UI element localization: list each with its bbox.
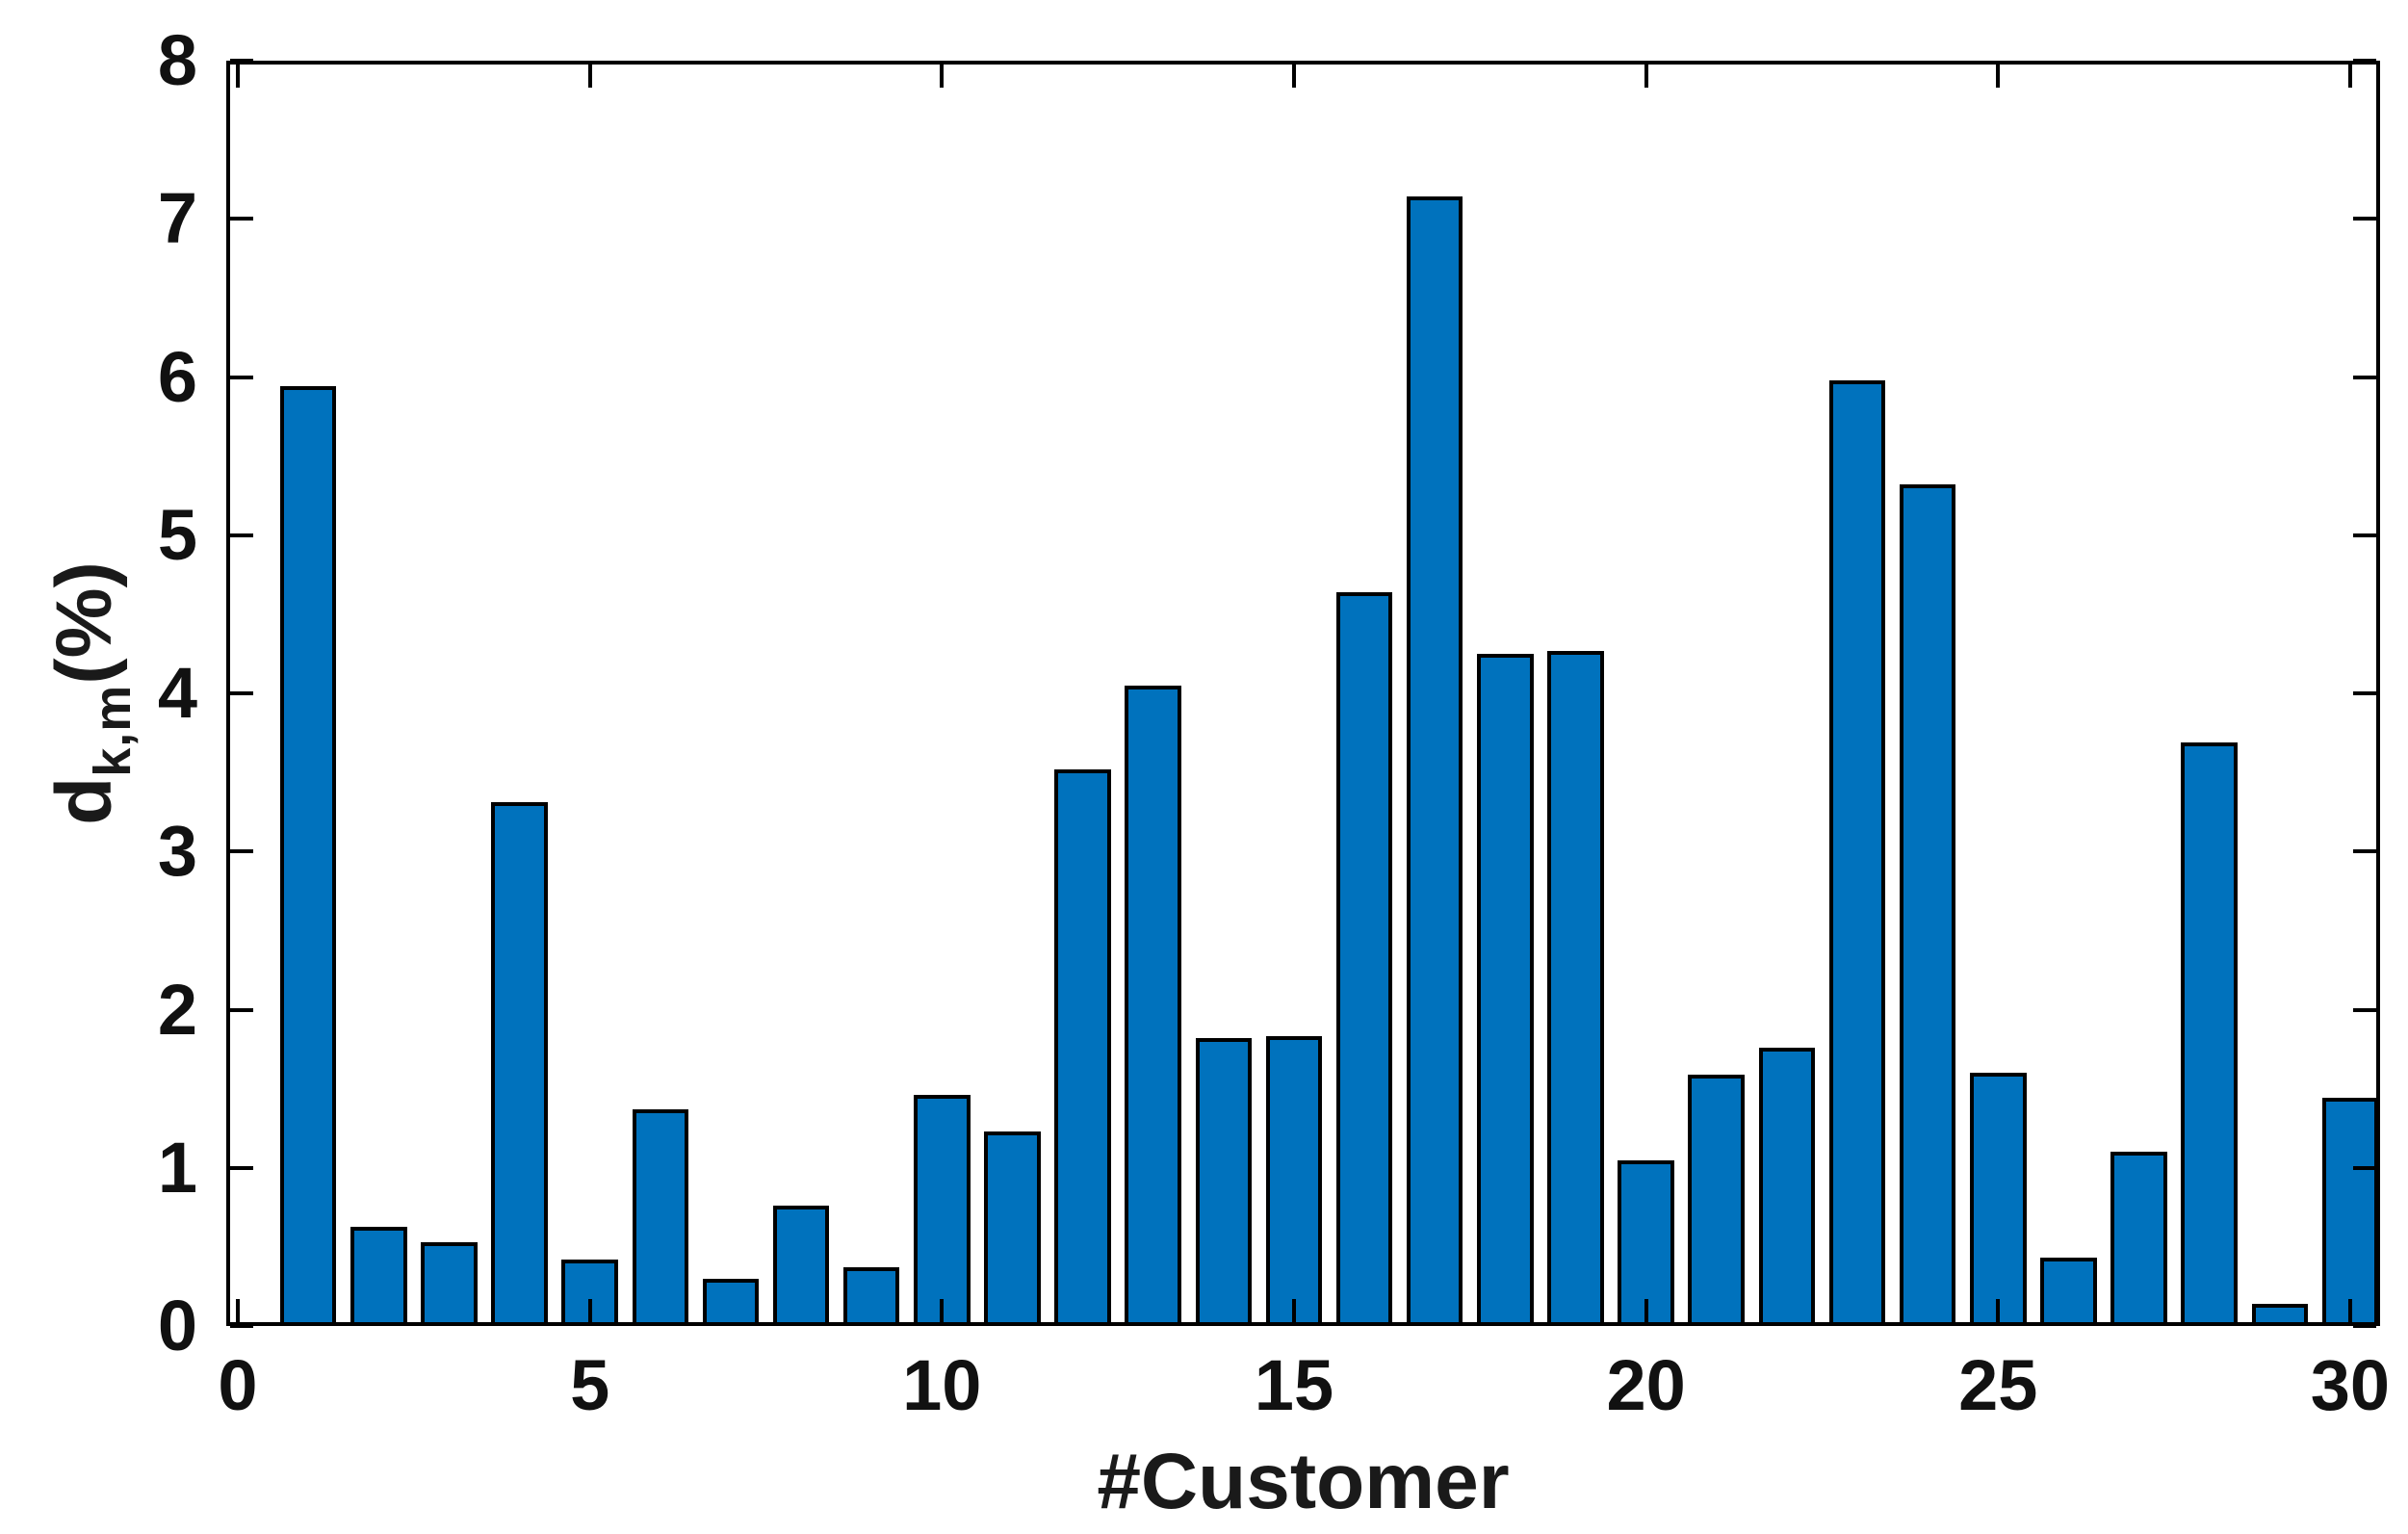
- x-tick-top-10: [940, 65, 945, 88]
- x-tick-top-5: [587, 65, 592, 88]
- x-tick-label-15: 15: [1254, 1345, 1334, 1425]
- bar-customer-10: [914, 1095, 971, 1326]
- bar-customer-8: [772, 1206, 830, 1326]
- bar-customer-3: [421, 1241, 478, 1326]
- y-tick-left-4: [230, 691, 253, 695]
- y-tick-left-0: [230, 1324, 253, 1328]
- bar-customer-21: [1688, 1074, 1745, 1326]
- y-tick-left-1: [230, 1165, 253, 1170]
- x-tick-top-25: [1996, 65, 2001, 88]
- y-tick-left-5: [230, 533, 253, 537]
- y-tick-label-5: 5: [157, 494, 197, 575]
- y-tick-label-6: 6: [157, 336, 197, 417]
- bar-customer-27: [2110, 1152, 2167, 1326]
- bar-customer-30: [2321, 1098, 2379, 1326]
- x-tick-top-20: [1644, 65, 1648, 88]
- y-tick-right-4: [2353, 691, 2376, 695]
- y-tick-left-2: [230, 1007, 253, 1012]
- x-tick-top-15: [1291, 65, 1296, 88]
- bar-customer-29: [2251, 1304, 2309, 1326]
- bar-customer-25: [1970, 1073, 2027, 1326]
- y-tick-left-3: [230, 849, 253, 854]
- bar-customer-22: [1758, 1047, 1816, 1326]
- x-tick-label-20: 20: [1606, 1345, 1686, 1425]
- y-axis-label-base: d: [40, 776, 128, 825]
- x-tick-bottom-5: [587, 1299, 592, 1322]
- x-axis-label: #Customer: [1097, 1438, 1510, 1525]
- x-tick-bottom-30: [2347, 1299, 2352, 1322]
- bar-customer-12: [1054, 768, 1111, 1326]
- y-tick-left-8: [230, 59, 253, 63]
- y-axis-label: dk,m(%): [39, 561, 142, 825]
- y-tick-right-3: [2353, 849, 2376, 854]
- x-tick-top-0: [235, 65, 240, 88]
- y-tick-left-7: [230, 217, 253, 221]
- y-tick-label-2: 2: [157, 969, 197, 1050]
- bar-customer-7: [702, 1278, 760, 1326]
- y-tick-right-8: [2353, 59, 2376, 63]
- x-tick-label-25: 25: [1958, 1345, 2038, 1425]
- bar-customer-23: [1828, 379, 1886, 1326]
- bar-customer-16: [1335, 591, 1393, 1326]
- bar-customer-17: [1406, 196, 1463, 1326]
- y-tick-right-1: [2353, 1165, 2376, 1170]
- bar-customer-14: [1195, 1038, 1253, 1326]
- y-axis-label-suffix: (%): [40, 561, 128, 685]
- x-tick-top-30: [2347, 65, 2352, 88]
- y-tick-label-4: 4: [157, 653, 197, 733]
- y-tick-right-7: [2353, 217, 2376, 221]
- bar-customer-24: [1899, 484, 1956, 1326]
- bar-customer-19: [1547, 650, 1604, 1326]
- bar-customer-11: [984, 1131, 1041, 1326]
- bar-customer-9: [842, 1267, 900, 1326]
- bar-customer-1: [279, 386, 337, 1326]
- y-tick-left-6: [230, 375, 253, 379]
- y-axis-label-subscript: k,m: [84, 684, 142, 777]
- bar-customer-26: [2040, 1258, 2097, 1326]
- bar-customer-6: [632, 1108, 689, 1326]
- x-tick-label-0: 0: [218, 1345, 258, 1425]
- bar-customer-28: [2181, 741, 2238, 1326]
- x-tick-label-30: 30: [2310, 1345, 2391, 1425]
- y-tick-label-8: 8: [157, 20, 197, 100]
- bar-customer-15: [1265, 1036, 1323, 1326]
- bar-customer-4: [491, 802, 548, 1326]
- y-tick-label-3: 3: [157, 811, 197, 892]
- y-tick-right-6: [2353, 375, 2376, 379]
- bar-customer-13: [1125, 685, 1181, 1326]
- y-tick-right-0: [2353, 1324, 2376, 1328]
- x-tick-bottom-20: [1644, 1299, 1648, 1322]
- bar-customer-20: [1618, 1159, 1674, 1326]
- x-tick-bottom-15: [1291, 1299, 1296, 1322]
- x-tick-label-5: 5: [570, 1345, 610, 1425]
- y-tick-label-0: 0: [157, 1286, 197, 1365]
- x-tick-bottom-25: [1996, 1299, 2001, 1322]
- bar-customer-18: [1477, 653, 1534, 1326]
- y-tick-right-2: [2353, 1007, 2376, 1012]
- x-tick-label-10: 10: [902, 1345, 982, 1425]
- y-tick-label-1: 1: [157, 1127, 197, 1208]
- x-tick-bottom-0: [235, 1299, 240, 1322]
- y-tick-right-5: [2353, 533, 2376, 537]
- x-tick-bottom-10: [940, 1299, 945, 1322]
- y-tick-label-7: 7: [157, 178, 197, 259]
- bar-customer-2: [350, 1226, 407, 1326]
